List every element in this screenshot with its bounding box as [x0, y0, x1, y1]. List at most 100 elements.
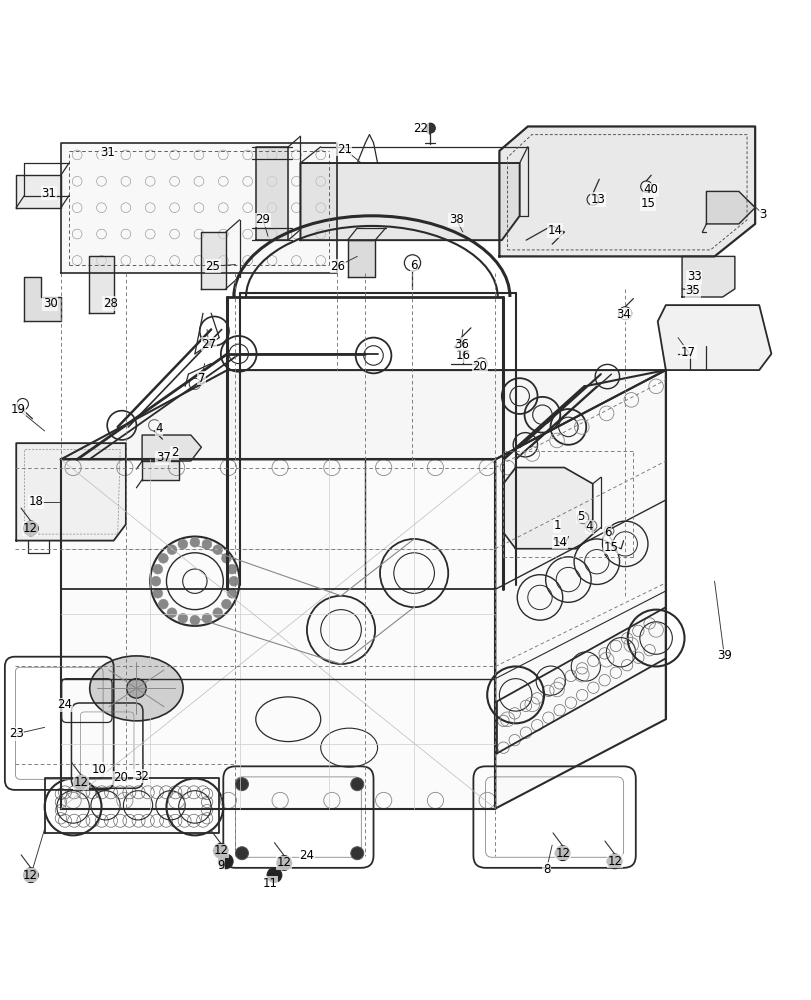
Text: 12: 12 — [74, 776, 88, 789]
Text: 23: 23 — [9, 727, 24, 740]
Text: 7: 7 — [197, 372, 205, 385]
Polygon shape — [61, 459, 495, 809]
Text: 28: 28 — [103, 297, 118, 310]
Polygon shape — [706, 191, 754, 224]
Circle shape — [190, 537, 200, 547]
Text: 35: 35 — [684, 284, 699, 297]
Ellipse shape — [89, 656, 183, 721]
Text: 30: 30 — [43, 297, 58, 310]
Circle shape — [221, 553, 231, 563]
Text: 4: 4 — [585, 520, 593, 533]
Polygon shape — [24, 277, 61, 321]
Circle shape — [158, 553, 168, 563]
Text: 12: 12 — [555, 847, 569, 860]
Polygon shape — [255, 147, 288, 240]
Circle shape — [350, 847, 363, 860]
Text: 21: 21 — [337, 143, 351, 156]
Circle shape — [190, 615, 200, 625]
Text: 16: 16 — [455, 349, 470, 362]
Text: 3: 3 — [758, 208, 766, 221]
Text: 15: 15 — [640, 197, 654, 210]
Text: 20: 20 — [472, 360, 487, 373]
Polygon shape — [495, 370, 665, 809]
Circle shape — [235, 778, 248, 791]
Text: 20: 20 — [113, 771, 127, 784]
Text: 9: 9 — [217, 859, 225, 872]
Text: 33: 33 — [686, 270, 701, 283]
Circle shape — [151, 576, 161, 586]
Text: 5: 5 — [576, 510, 584, 523]
Text: 29: 29 — [255, 213, 270, 226]
Text: 15: 15 — [603, 541, 617, 554]
Circle shape — [212, 608, 222, 618]
Text: 13: 13 — [590, 193, 604, 206]
Circle shape — [127, 679, 146, 698]
Polygon shape — [142, 435, 201, 461]
Text: 12: 12 — [213, 844, 228, 857]
Polygon shape — [61, 370, 665, 459]
Circle shape — [218, 854, 233, 869]
Text: 34: 34 — [616, 308, 630, 321]
Polygon shape — [300, 163, 519, 240]
Circle shape — [178, 613, 187, 623]
Polygon shape — [347, 240, 375, 277]
Circle shape — [202, 613, 212, 623]
Polygon shape — [142, 461, 178, 480]
Polygon shape — [16, 443, 126, 541]
Text: 12: 12 — [23, 522, 37, 535]
Circle shape — [167, 545, 177, 555]
Text: 18: 18 — [28, 495, 43, 508]
Circle shape — [425, 123, 435, 133]
Text: 27: 27 — [201, 338, 216, 351]
Text: 36: 36 — [453, 338, 468, 351]
Text: 37: 37 — [156, 451, 170, 464]
Circle shape — [350, 778, 363, 791]
Polygon shape — [499, 126, 754, 256]
Text: 6: 6 — [410, 259, 418, 272]
Text: 24: 24 — [58, 698, 72, 711]
Polygon shape — [681, 256, 734, 297]
Circle shape — [74, 775, 88, 790]
Circle shape — [24, 521, 38, 536]
Polygon shape — [89, 256, 114, 313]
Polygon shape — [503, 468, 592, 549]
Circle shape — [152, 564, 162, 574]
Text: 32: 32 — [134, 770, 148, 783]
Text: 11: 11 — [263, 877, 277, 890]
Text: 10: 10 — [92, 763, 106, 776]
Text: 26: 26 — [330, 260, 345, 273]
Text: 12: 12 — [277, 856, 291, 869]
Text: 22: 22 — [413, 122, 427, 135]
Text: 17: 17 — [680, 346, 695, 359]
Text: 14: 14 — [547, 224, 562, 237]
Circle shape — [167, 608, 177, 618]
Text: 38: 38 — [448, 213, 463, 226]
Polygon shape — [61, 143, 337, 273]
Text: 6: 6 — [603, 526, 611, 539]
Text: 12: 12 — [23, 869, 37, 882]
Circle shape — [607, 854, 621, 869]
Polygon shape — [201, 232, 225, 289]
Circle shape — [229, 576, 238, 586]
Circle shape — [213, 843, 228, 858]
Circle shape — [202, 539, 212, 549]
Circle shape — [555, 846, 569, 861]
Circle shape — [227, 564, 237, 574]
Text: 4: 4 — [155, 422, 163, 435]
Circle shape — [178, 539, 187, 549]
Text: 31: 31 — [100, 146, 114, 159]
Circle shape — [158, 599, 168, 609]
Circle shape — [235, 847, 248, 860]
Circle shape — [277, 856, 291, 870]
Polygon shape — [16, 175, 61, 208]
Circle shape — [24, 868, 38, 882]
Text: 39: 39 — [716, 649, 731, 662]
Text: 19: 19 — [11, 403, 25, 416]
Text: 8: 8 — [542, 863, 550, 876]
Polygon shape — [657, 305, 770, 370]
Text: 1: 1 — [552, 519, 560, 532]
Text: 31: 31 — [41, 187, 56, 200]
Circle shape — [227, 588, 237, 598]
Circle shape — [221, 599, 231, 609]
Text: 24: 24 — [299, 849, 314, 862]
